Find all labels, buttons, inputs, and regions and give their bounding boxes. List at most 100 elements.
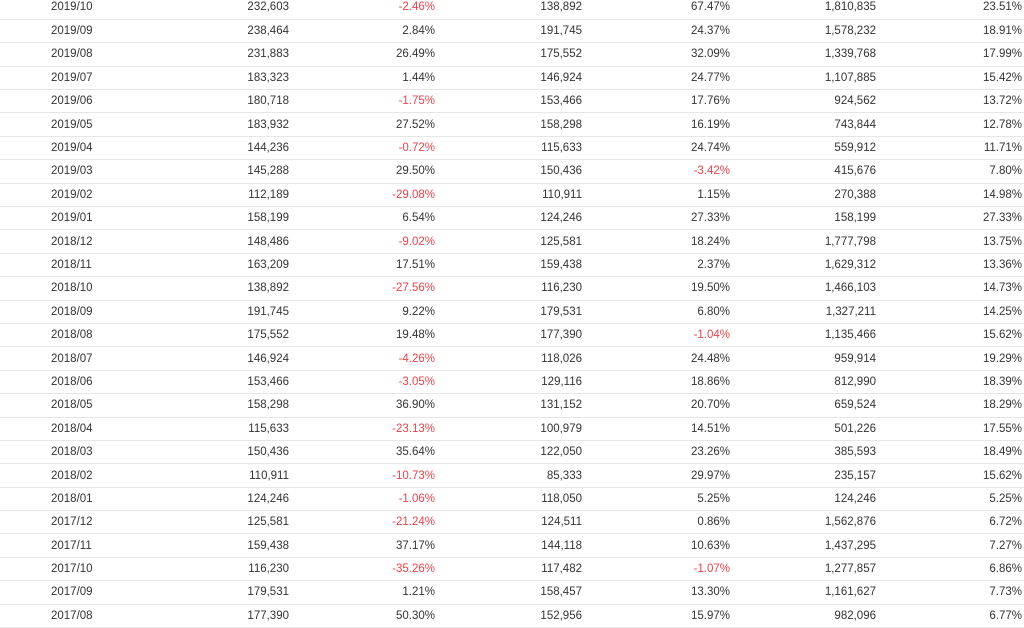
table-row: 2019/01 158,199 6.54% 124,246 27.33% 158,199 2… [0, 206, 1024, 231]
change-pct-cell: 1.44% [291, 66, 437, 91]
month-cell: 2018/07 [0, 346, 150, 371]
cumulative-cell: 1,437,295 [732, 533, 878, 558]
yoy-pct-cell: 20.70% [584, 393, 732, 418]
month-cell: 2019/10 [0, 0, 150, 20]
cumulative-cell: 415,676 [732, 159, 878, 184]
yoy-pct-cell: 24.74% [584, 136, 732, 161]
cumulative-cell: 559,912 [732, 136, 878, 161]
cumulative-cell: 659,524 [732, 393, 878, 418]
table-row: 2017/08 177,390 50.30% 152,956 15.97% 982,096… [0, 604, 1024, 628]
cumulative-cell: 1,578,232 [732, 19, 878, 44]
change-pct-cell: -1.06% [291, 487, 437, 512]
yoy-pct-cell: 24.37% [584, 19, 732, 44]
yoy-pct-cell: 1.15% [584, 183, 732, 208]
table-row: 2018/04 115,633 -23.13% 100,979 14.51% 501,22… [0, 417, 1024, 441]
cumulative-cell: 1,466,103 [732, 276, 878, 301]
prior-value-cell: 159,438 [437, 253, 584, 278]
month-cell: 2018/08 [0, 323, 150, 348]
value-cell: 175,552 [150, 323, 291, 348]
month-cell: 2018/03 [0, 440, 150, 465]
month-cell: 2017/12 [0, 510, 150, 535]
value-cell: 138,892 [150, 276, 291, 301]
cumulative-pct-cell: 13.36% [878, 253, 1024, 278]
month-cell: 2018/05 [0, 393, 150, 418]
cumulative-pct-cell: 7.73% [878, 580, 1024, 605]
value-cell: 159,438 [150, 533, 291, 558]
change-pct-cell: 19.48% [291, 323, 437, 348]
month-cell: 2019/01 [0, 206, 150, 231]
cumulative-pct-cell: 7.27% [878, 533, 1024, 558]
table-row: 2018/12 148,486 -9.02% 125,581 18.24% 1,777,7… [0, 229, 1024, 254]
yoy-pct-cell: 18.86% [584, 370, 732, 395]
table-row: 2017/10 116,230 -35.26% 117,482 -1.07% 1,277,… [0, 557, 1024, 582]
cumulative-pct-cell: 7.80% [878, 159, 1024, 184]
value-cell: 180,718 [150, 89, 291, 114]
cumulative-cell: 235,157 [732, 463, 878, 488]
value-cell: 177,390 [150, 604, 291, 628]
yoy-pct-cell: -1.07% [584, 557, 732, 582]
prior-value-cell: 152,956 [437, 604, 584, 628]
cumulative-cell: 124,246 [732, 487, 878, 512]
cumulative-pct-cell: 12.78% [878, 112, 1024, 137]
yoy-pct-cell: 14.51% [584, 417, 732, 441]
table-row: 2018/03 150,436 35.64% 122,050 23.26% 385,593… [0, 440, 1024, 465]
cumulative-pct-cell: 27.33% [878, 206, 1024, 231]
change-pct-cell: -23.13% [291, 417, 437, 441]
cumulative-cell: 385,593 [732, 440, 878, 465]
prior-value-cell: 115,633 [437, 136, 584, 161]
prior-value-cell: 117,482 [437, 557, 584, 582]
cumulative-pct-cell: 18.91% [878, 19, 1024, 44]
cumulative-pct-cell: 14.73% [878, 276, 1024, 301]
prior-value-cell: 129,116 [437, 370, 584, 395]
prior-value-cell: 177,390 [437, 323, 584, 348]
table-row: 2018/10 138,892 -27.56% 116,230 19.50% 1,466,… [0, 276, 1024, 301]
prior-value-cell: 153,466 [437, 89, 584, 114]
cumulative-pct-cell: 18.29% [878, 393, 1024, 418]
prior-value-cell: 124,511 [437, 510, 584, 535]
change-pct-cell: 6.54% [291, 206, 437, 231]
table-row: 2018/08 175,552 19.48% 177,390 -1.04% 1,135,4… [0, 323, 1024, 348]
table-row: 2017/12 125,581 -21.24% 124,511 0.86% 1,562,8… [0, 510, 1024, 535]
change-pct-cell: -4.26% [291, 346, 437, 371]
cumulative-cell: 924,562 [732, 89, 878, 114]
cumulative-pct-cell: 23.51% [878, 0, 1024, 20]
value-cell: 145,288 [150, 159, 291, 184]
cumulative-cell: 959,914 [732, 346, 878, 371]
prior-value-cell: 146,924 [437, 66, 584, 91]
table-row: 2019/02 112,189 -29.08% 110,911 1.15% 270,388… [0, 183, 1024, 208]
cumulative-pct-cell: 14.25% [878, 300, 1024, 324]
month-cell: 2018/11 [0, 253, 150, 278]
yoy-pct-cell: 5.25% [584, 487, 732, 512]
value-cell: 125,581 [150, 510, 291, 535]
value-cell: 150,436 [150, 440, 291, 465]
prior-value-cell: 179,531 [437, 300, 584, 324]
change-pct-cell: -2.46% [291, 0, 437, 20]
month-cell: 2017/08 [0, 604, 150, 628]
value-cell: 231,883 [150, 42, 291, 67]
yoy-pct-cell: 18.24% [584, 229, 732, 254]
cumulative-pct-cell: 17.55% [878, 417, 1024, 441]
table-row: 2018/07 146,924 -4.26% 118,026 24.48% 959,914… [0, 346, 1024, 371]
month-cell: 2018/09 [0, 300, 150, 324]
cumulative-cell: 270,388 [732, 183, 878, 208]
yoy-pct-cell: 2.37% [584, 253, 732, 278]
cumulative-cell: 743,844 [732, 112, 878, 137]
month-cell: 2018/02 [0, 463, 150, 488]
yoy-pct-cell: -1.04% [584, 323, 732, 348]
cumulative-pct-cell: 11.71% [878, 136, 1024, 161]
table-row: 2019/08 231,883 26.49% 175,552 32.09% 1,339,7… [0, 42, 1024, 67]
cumulative-cell: 1,810,835 [732, 0, 878, 20]
change-pct-cell: -0.72% [291, 136, 437, 161]
prior-value-cell: 118,050 [437, 487, 584, 512]
value-cell: 144,236 [150, 136, 291, 161]
yoy-pct-cell: 23.26% [584, 440, 732, 465]
month-cell: 2019/05 [0, 112, 150, 137]
yoy-pct-cell: 29.97% [584, 463, 732, 488]
prior-value-cell: 144,118 [437, 533, 584, 558]
value-cell: 115,633 [150, 417, 291, 441]
prior-value-cell: 110,911 [437, 183, 584, 208]
yoy-pct-cell: 24.48% [584, 346, 732, 371]
cumulative-pct-cell: 15.42% [878, 66, 1024, 91]
